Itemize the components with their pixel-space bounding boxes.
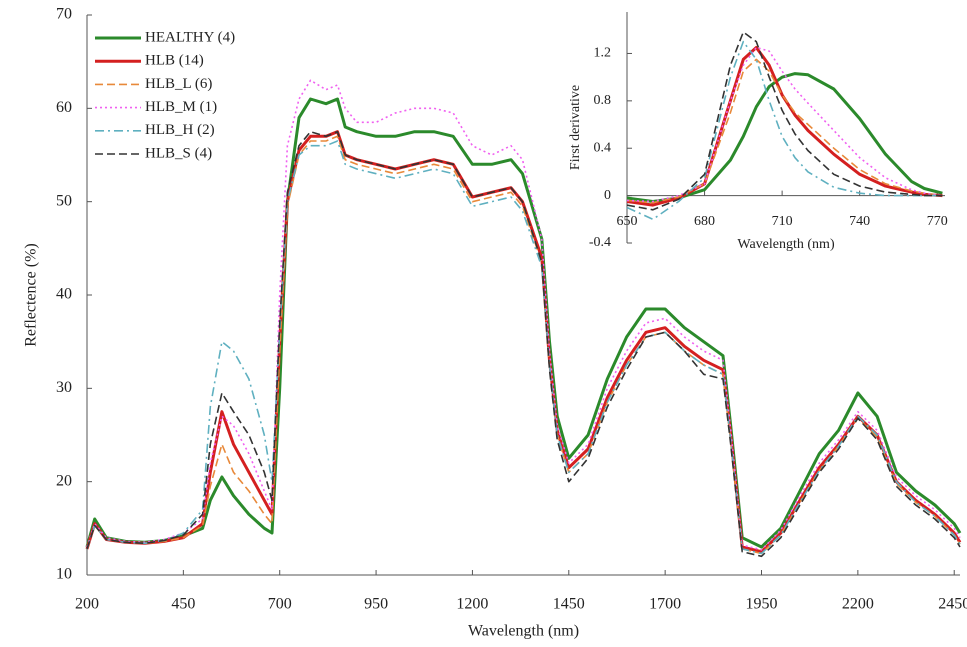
x-tick-label: 950 [364, 596, 388, 613]
series-line [626, 46, 943, 207]
y-tick-label: 0.4 [594, 140, 612, 155]
series-line [626, 46, 943, 203]
x-tick-label: 2450 [938, 596, 967, 613]
y-tick-label: 30 [56, 379, 72, 396]
legend-label: HLB_H (2) [145, 122, 215, 138]
series-line [86, 79, 961, 551]
plot: -0.4 0 0.4 0.8 1.2 650 680 710 740 770 Wavelength … [568, 12, 948, 252]
y-tick-label: 60 [56, 99, 72, 116]
x-tick-label: 710 [772, 214, 793, 229]
series-line [626, 31, 943, 211]
x-tick-label: 1950 [746, 596, 778, 613]
y-axis-title: Reflectence (%) [23, 243, 40, 346]
x-tick-label: 680 [694, 214, 715, 229]
y-tick-label: 10 [56, 566, 72, 583]
y-tick-label: 0.8 [594, 93, 612, 108]
legend-label: HLB_M (1) [145, 99, 217, 115]
series-line [86, 135, 961, 555]
y-tick-label: 0 [604, 188, 611, 203]
series-line [86, 130, 961, 558]
legend: HEALTHY (4) HLB (14) HLB_L (6) HLB_M (1) HLB… [95, 29, 235, 161]
x-tick-label: 770 [927, 214, 948, 229]
x-tick-label: 1450 [553, 596, 585, 613]
legend-label: HLB (14) [145, 53, 204, 69]
plot: 10 20 30 40 50 60 70 200 450 700 950 1200 1450 1700 19… [23, 6, 967, 640]
x-tick-label: 2200 [842, 596, 874, 613]
y-tick-label: 70 [56, 6, 72, 23]
y-axis-title: First derivative [568, 85, 583, 170]
x-tick-label: 450 [171, 596, 195, 613]
x-axis-title: Wavelength (nm) [468, 623, 579, 640]
series-line [626, 58, 943, 204]
series-line [626, 40, 943, 221]
y-tick-label: 20 [56, 472, 72, 489]
y-tick-label: -0.4 [589, 235, 611, 250]
x-tick-label: 700 [268, 596, 292, 613]
y-tick-label: 50 [56, 192, 72, 209]
series-line [85, 130, 962, 554]
series-line [626, 72, 943, 203]
y-tick-label: 1.2 [594, 46, 612, 61]
y-tick-label: 40 [56, 286, 72, 303]
x-tick-label: 740 [849, 214, 870, 229]
legend-label: HEALTHY (4) [145, 29, 235, 45]
series-line [85, 97, 962, 549]
x-tick-label: 650 [617, 214, 638, 229]
x-axis-title: Wavelength (nm) [737, 237, 835, 252]
legend-label: HLB_S (4) [145, 145, 212, 161]
series-line [86, 140, 961, 555]
x-tick-label: 1200 [456, 596, 488, 613]
x-tick-label: 200 [75, 596, 99, 613]
legend-label: HLB_L (6) [145, 76, 212, 92]
x-tick-label: 1700 [649, 596, 681, 613]
